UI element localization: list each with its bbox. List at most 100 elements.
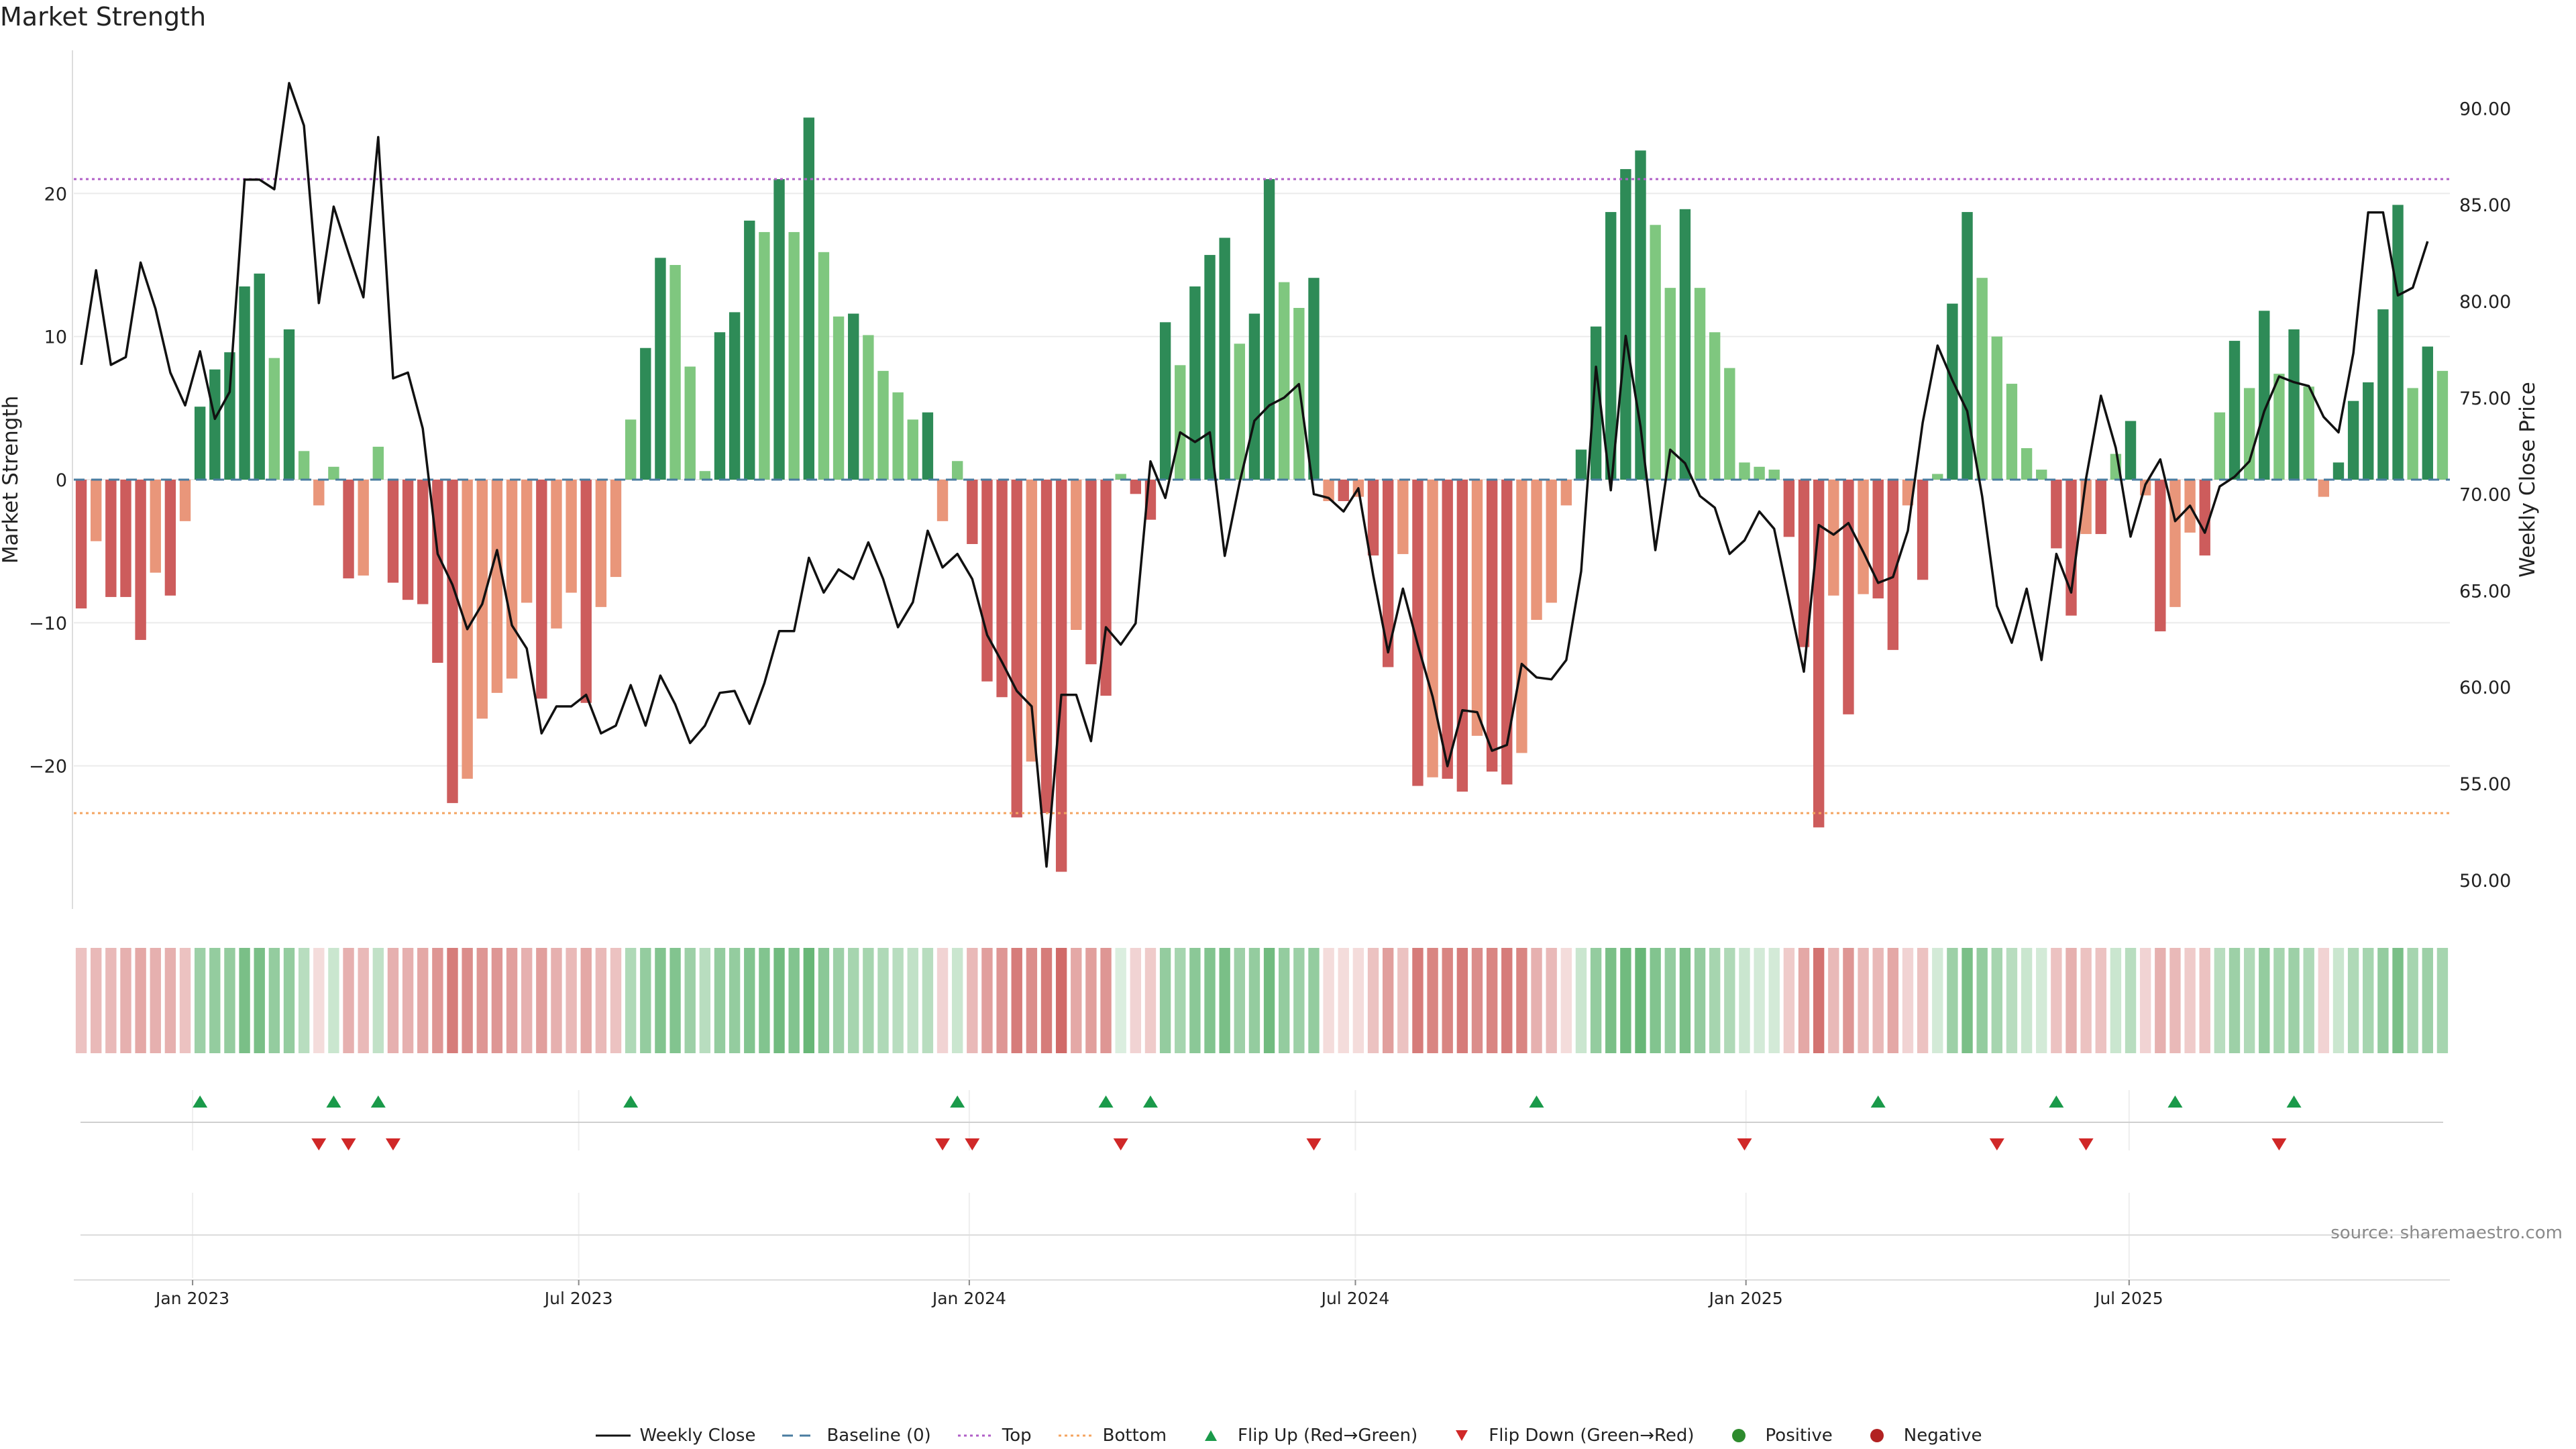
x-tick-label: Jan 2023: [154, 1289, 229, 1308]
flip-up-marker: [2167, 1095, 2183, 1108]
flip-up-marker: [1529, 1095, 1544, 1108]
strength-bar: [2051, 480, 2062, 549]
heat-cell: [803, 948, 814, 1053]
heat-cell: [1947, 948, 1958, 1053]
strength-bar: [981, 480, 993, 682]
heat-cell: [150, 948, 161, 1053]
strength-bar: [2332, 462, 2345, 480]
heat-cell: [2021, 948, 2033, 1053]
flip-down-marker: [1306, 1138, 1322, 1150]
heat-cell: [2347, 948, 2359, 1053]
heat-cell: [268, 948, 280, 1053]
heat-cell: [1783, 948, 1795, 1053]
strength-bar: [2214, 412, 2226, 480]
strength-bar: [179, 480, 191, 521]
strength-bar: [1709, 332, 1721, 480]
empty-panel: [80, 1193, 2443, 1278]
strength-bar: [1234, 343, 1245, 480]
heat-cell: [2065, 948, 2077, 1053]
strength-bar: [669, 265, 681, 480]
strength-bar: [1590, 326, 1602, 480]
heat-cell: [1175, 948, 1186, 1053]
legend-negative: Negative: [1858, 1426, 1982, 1446]
heat-cell: [358, 948, 369, 1053]
strength-bar: [1635, 150, 1646, 480]
strength-bar: [684, 366, 696, 480]
flip-down-marker: [935, 1138, 951, 1150]
heat-cell: [2332, 948, 2345, 1053]
strength-bar: [239, 286, 250, 480]
strength-bar: [1605, 212, 1617, 480]
strength-bar: [328, 466, 339, 480]
heat-cell: [936, 948, 949, 1053]
strength-bar: [476, 480, 488, 719]
heat-cell: [2259, 948, 2270, 1053]
strength-bar: [2436, 370, 2449, 480]
heat-cell: [1456, 948, 1468, 1053]
strength-bar: [268, 358, 280, 480]
heat-cell: [655, 948, 666, 1053]
heat-cell: [1011, 948, 1022, 1053]
strength-bar: [120, 480, 131, 597]
flip-up-marker: [326, 1095, 341, 1108]
flip-down-marker: [1113, 1138, 1128, 1150]
heat-cell: [239, 948, 250, 1053]
x-axis: Jan 2023 Jul 2023 Jan 2024 Jul 2024 Jan 2025…: [74, 1279, 2450, 1308]
flip-down-marker: [1737, 1138, 1752, 1150]
strength-bar: [164, 480, 176, 596]
heat-cell: [2229, 948, 2241, 1053]
heat-cell: [595, 948, 607, 1053]
dashed-line-icon: [782, 1434, 818, 1437]
strength-bar: [566, 480, 577, 593]
heat-cell: [1308, 948, 1320, 1053]
heat-cell: [2273, 948, 2285, 1053]
strength-bar: [759, 231, 770, 480]
heat-cell: [447, 948, 458, 1053]
strength-bar: [803, 117, 814, 480]
strength-bar: [2036, 470, 2047, 480]
strength-bar: [224, 352, 235, 480]
strength-bar: [729, 312, 741, 480]
strength-bar: [1650, 225, 1661, 480]
strength-bar: [135, 480, 146, 640]
heat-cell: [2169, 948, 2181, 1053]
heat-cell: [1071, 948, 1082, 1053]
strength-bar: [1724, 368, 1735, 480]
strength-bar: [1159, 322, 1171, 480]
strength-bar: [1768, 470, 1780, 480]
heat-cell: [1917, 948, 1929, 1053]
heat-cell: [699, 948, 711, 1053]
price-tick-label: 80.00: [2459, 292, 2511, 313]
strength-bar: [521, 480, 533, 603]
strength-bar: [907, 419, 918, 480]
strength-bar: [1962, 212, 1973, 480]
heat-cell: [2243, 948, 2255, 1053]
legend-top: Top: [957, 1426, 1032, 1446]
heat-cell: [2036, 948, 2047, 1053]
x-tick-label: Jul 2024: [1320, 1289, 1390, 1308]
heat-cell: [2436, 948, 2449, 1053]
price-tick-label: 55.00: [2459, 774, 2511, 795]
heat-strip: [75, 948, 2449, 1053]
heat-cell: [773, 948, 785, 1053]
heat-cell: [1798, 948, 1810, 1053]
heat-cell: [1412, 948, 1424, 1053]
legend-bottom: Bottom: [1057, 1426, 1167, 1446]
strength-bar: [1813, 480, 1825, 828]
strength-bar: [75, 480, 87, 608]
strength-bar: [2095, 480, 2106, 535]
strength-bar: [1071, 480, 1082, 630]
heat-cell: [194, 948, 206, 1053]
heat-cell: [1382, 948, 1394, 1053]
heat-cell: [2422, 948, 2433, 1053]
heat-cell: [1263, 948, 1275, 1053]
line-swatch-icon: [595, 1434, 631, 1437]
legend-label: Positive: [1765, 1426, 1833, 1446]
strength-bar: [595, 480, 607, 607]
heat-cell: [164, 948, 176, 1053]
strength-bar: [2318, 480, 2330, 497]
heat-cell: [1739, 948, 1750, 1053]
heat-cell: [2080, 948, 2092, 1053]
heat-cell: [1679, 948, 1691, 1053]
